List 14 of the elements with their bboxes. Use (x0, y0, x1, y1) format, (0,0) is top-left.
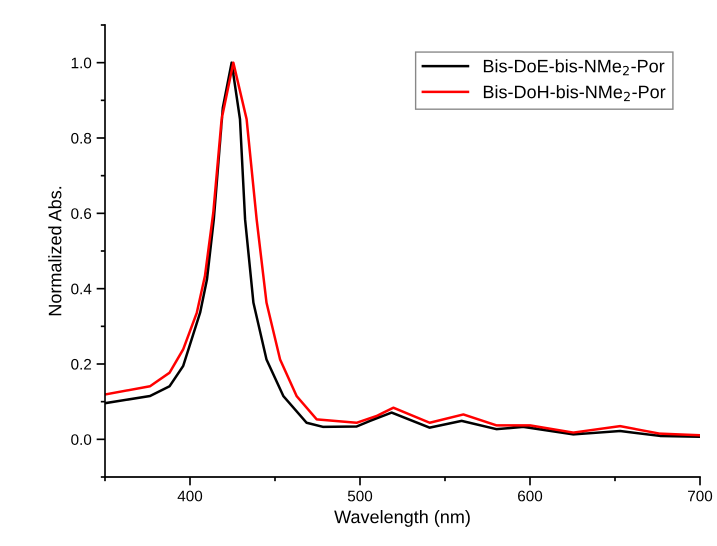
x-tick-label: 500 (348, 490, 372, 502)
y-tick-label: 0.2 (71, 358, 92, 370)
x-axis-title: Wavelength (nm) (334, 510, 470, 527)
legend-label: Bis-DoH-bis-NMe$_{2}$-Por (484, 85, 666, 102)
x-tick-label: 400 (178, 490, 202, 502)
y-tick-label: 1.0 (72, 58, 92, 68)
legend-label: Bis-DoE-bis-NMe$_{2}$-Por (484, 59, 664, 76)
y-tick-label: 0.6 (71, 208, 92, 220)
x-tick-label: 700 (688, 490, 712, 502)
y-tick-label: 0.4 (71, 284, 92, 294)
y-tick-label: 0.8 (71, 132, 92, 144)
y-axis-title: Normalized Abs. (48, 186, 62, 316)
y-tick-label: 0.0 (71, 434, 92, 446)
x-tick-label: 600 (518, 490, 542, 502)
